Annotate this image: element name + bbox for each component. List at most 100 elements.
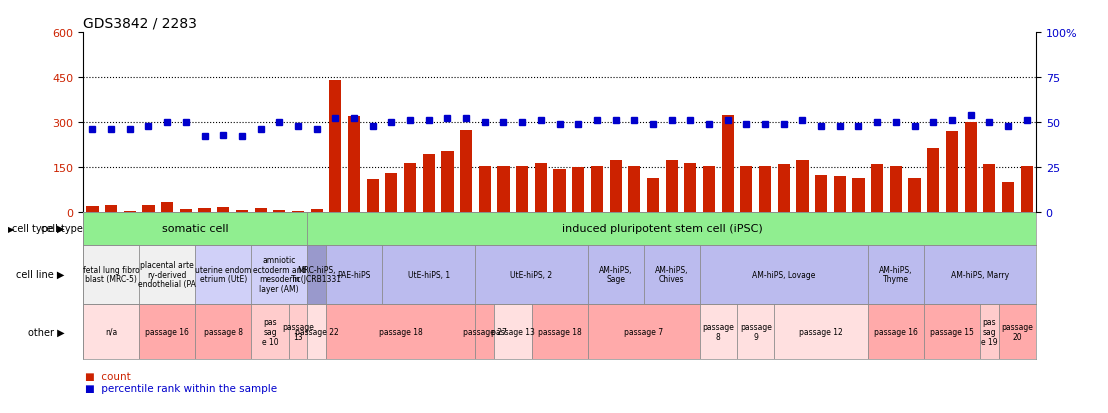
Bar xyxy=(329,81,341,212)
Bar xyxy=(83,212,307,245)
Bar xyxy=(609,160,622,212)
Bar xyxy=(475,304,494,359)
Text: passage 15: passage 15 xyxy=(930,327,974,336)
Text: ■  percentile rank within the sample: ■ percentile rank within the sample xyxy=(85,383,277,393)
Text: cell type: cell type xyxy=(41,224,83,234)
Bar xyxy=(124,211,136,212)
Bar xyxy=(979,304,998,359)
Text: uterine endom
etrium (UtE): uterine endom etrium (UtE) xyxy=(195,265,252,284)
Bar xyxy=(307,245,326,304)
Text: passage
20: passage 20 xyxy=(1002,322,1034,341)
Text: AM-hiPS,
Chives: AM-hiPS, Chives xyxy=(655,265,688,284)
Bar xyxy=(871,165,883,212)
Bar xyxy=(699,304,737,359)
Bar xyxy=(964,123,976,212)
Bar xyxy=(924,304,979,359)
Bar xyxy=(998,304,1036,359)
Bar xyxy=(797,160,809,212)
Text: MRC-hiPS,
Tic(JCRB1331: MRC-hiPS, Tic(JCRB1331 xyxy=(291,265,342,284)
Bar xyxy=(666,160,678,212)
Bar xyxy=(143,206,154,212)
Text: amniotic
ectoderm and
mesoderm
layer (AM): amniotic ectoderm and mesoderm layer (AM… xyxy=(253,256,306,294)
Bar xyxy=(1002,183,1014,212)
Bar xyxy=(307,304,326,359)
Text: AM-hiPS,
Thyme: AM-hiPS, Thyme xyxy=(879,265,913,284)
Bar xyxy=(737,304,774,359)
Text: cell type ▶: cell type ▶ xyxy=(12,224,64,234)
Bar xyxy=(740,166,752,212)
Text: passage 8: passage 8 xyxy=(204,327,243,336)
Text: placental arte
ry-derived
endothelial (PA: placental arte ry-derived endothelial (P… xyxy=(138,260,196,289)
Bar xyxy=(890,166,902,212)
Text: passage
8: passage 8 xyxy=(702,322,735,341)
Text: PAE-hiPS: PAE-hiPS xyxy=(337,270,371,279)
Bar xyxy=(587,304,699,359)
Bar xyxy=(140,245,195,304)
Text: fetal lung fibro
blast (MRC-5): fetal lung fibro blast (MRC-5) xyxy=(83,265,140,284)
Bar xyxy=(404,163,417,212)
Bar xyxy=(983,165,995,212)
Text: UtE-hiPS, 2: UtE-hiPS, 2 xyxy=(511,270,553,279)
Text: GDS3842 / 2283: GDS3842 / 2283 xyxy=(83,17,197,31)
Bar xyxy=(699,245,868,304)
Bar xyxy=(1020,166,1033,212)
Bar xyxy=(759,166,771,212)
Bar xyxy=(909,178,921,212)
Bar xyxy=(554,169,565,212)
Bar xyxy=(255,209,267,212)
Bar xyxy=(572,168,584,212)
Text: passage 13: passage 13 xyxy=(491,327,535,336)
Text: ▶: ▶ xyxy=(9,224,14,233)
Text: induced pluripotent stem cell (iPSC): induced pluripotent stem cell (iPSC) xyxy=(562,224,762,234)
Bar xyxy=(833,177,845,212)
Text: passage 16: passage 16 xyxy=(145,327,189,336)
Text: UtE-hiPS, 1: UtE-hiPS, 1 xyxy=(408,270,450,279)
Bar xyxy=(83,245,140,304)
Bar xyxy=(288,304,307,359)
Bar xyxy=(475,245,587,304)
Bar xyxy=(307,212,1045,245)
Text: passage 27: passage 27 xyxy=(463,327,506,336)
Bar xyxy=(441,151,453,212)
Bar xyxy=(217,207,229,212)
Bar xyxy=(367,180,379,212)
Bar xyxy=(868,245,924,304)
Bar xyxy=(252,304,288,359)
Text: passage 7: passage 7 xyxy=(624,327,664,336)
Bar xyxy=(326,304,475,359)
Bar xyxy=(422,154,434,212)
Bar xyxy=(587,245,644,304)
Bar xyxy=(140,304,195,359)
Bar xyxy=(382,245,475,304)
Bar xyxy=(778,165,790,212)
Bar xyxy=(83,304,140,359)
Bar xyxy=(868,304,924,359)
Bar xyxy=(252,245,307,304)
Text: passage 18: passage 18 xyxy=(379,327,422,336)
Text: somatic cell: somatic cell xyxy=(162,224,228,234)
Text: passage 12: passage 12 xyxy=(799,327,843,336)
Bar xyxy=(274,210,286,212)
Bar xyxy=(195,304,252,359)
Bar xyxy=(291,211,304,212)
Bar xyxy=(198,209,211,212)
Bar xyxy=(721,115,733,212)
Text: AM-hiPS, Marry: AM-hiPS, Marry xyxy=(951,270,1009,279)
Bar xyxy=(815,175,828,212)
Bar xyxy=(774,304,868,359)
Text: n/a: n/a xyxy=(105,327,117,336)
Bar xyxy=(310,209,322,212)
Bar xyxy=(927,148,940,212)
Bar xyxy=(647,178,659,212)
Bar xyxy=(326,245,382,304)
Bar xyxy=(644,245,699,304)
Text: other ▶: other ▶ xyxy=(28,327,64,337)
Bar xyxy=(348,117,360,212)
Text: AM-hiPS, Lovage: AM-hiPS, Lovage xyxy=(752,270,815,279)
Text: pas
sag
e 10: pas sag e 10 xyxy=(261,318,278,346)
Bar xyxy=(479,166,491,212)
Bar xyxy=(685,163,697,212)
Bar xyxy=(924,245,1036,304)
Bar xyxy=(852,178,864,212)
Bar xyxy=(702,166,715,212)
